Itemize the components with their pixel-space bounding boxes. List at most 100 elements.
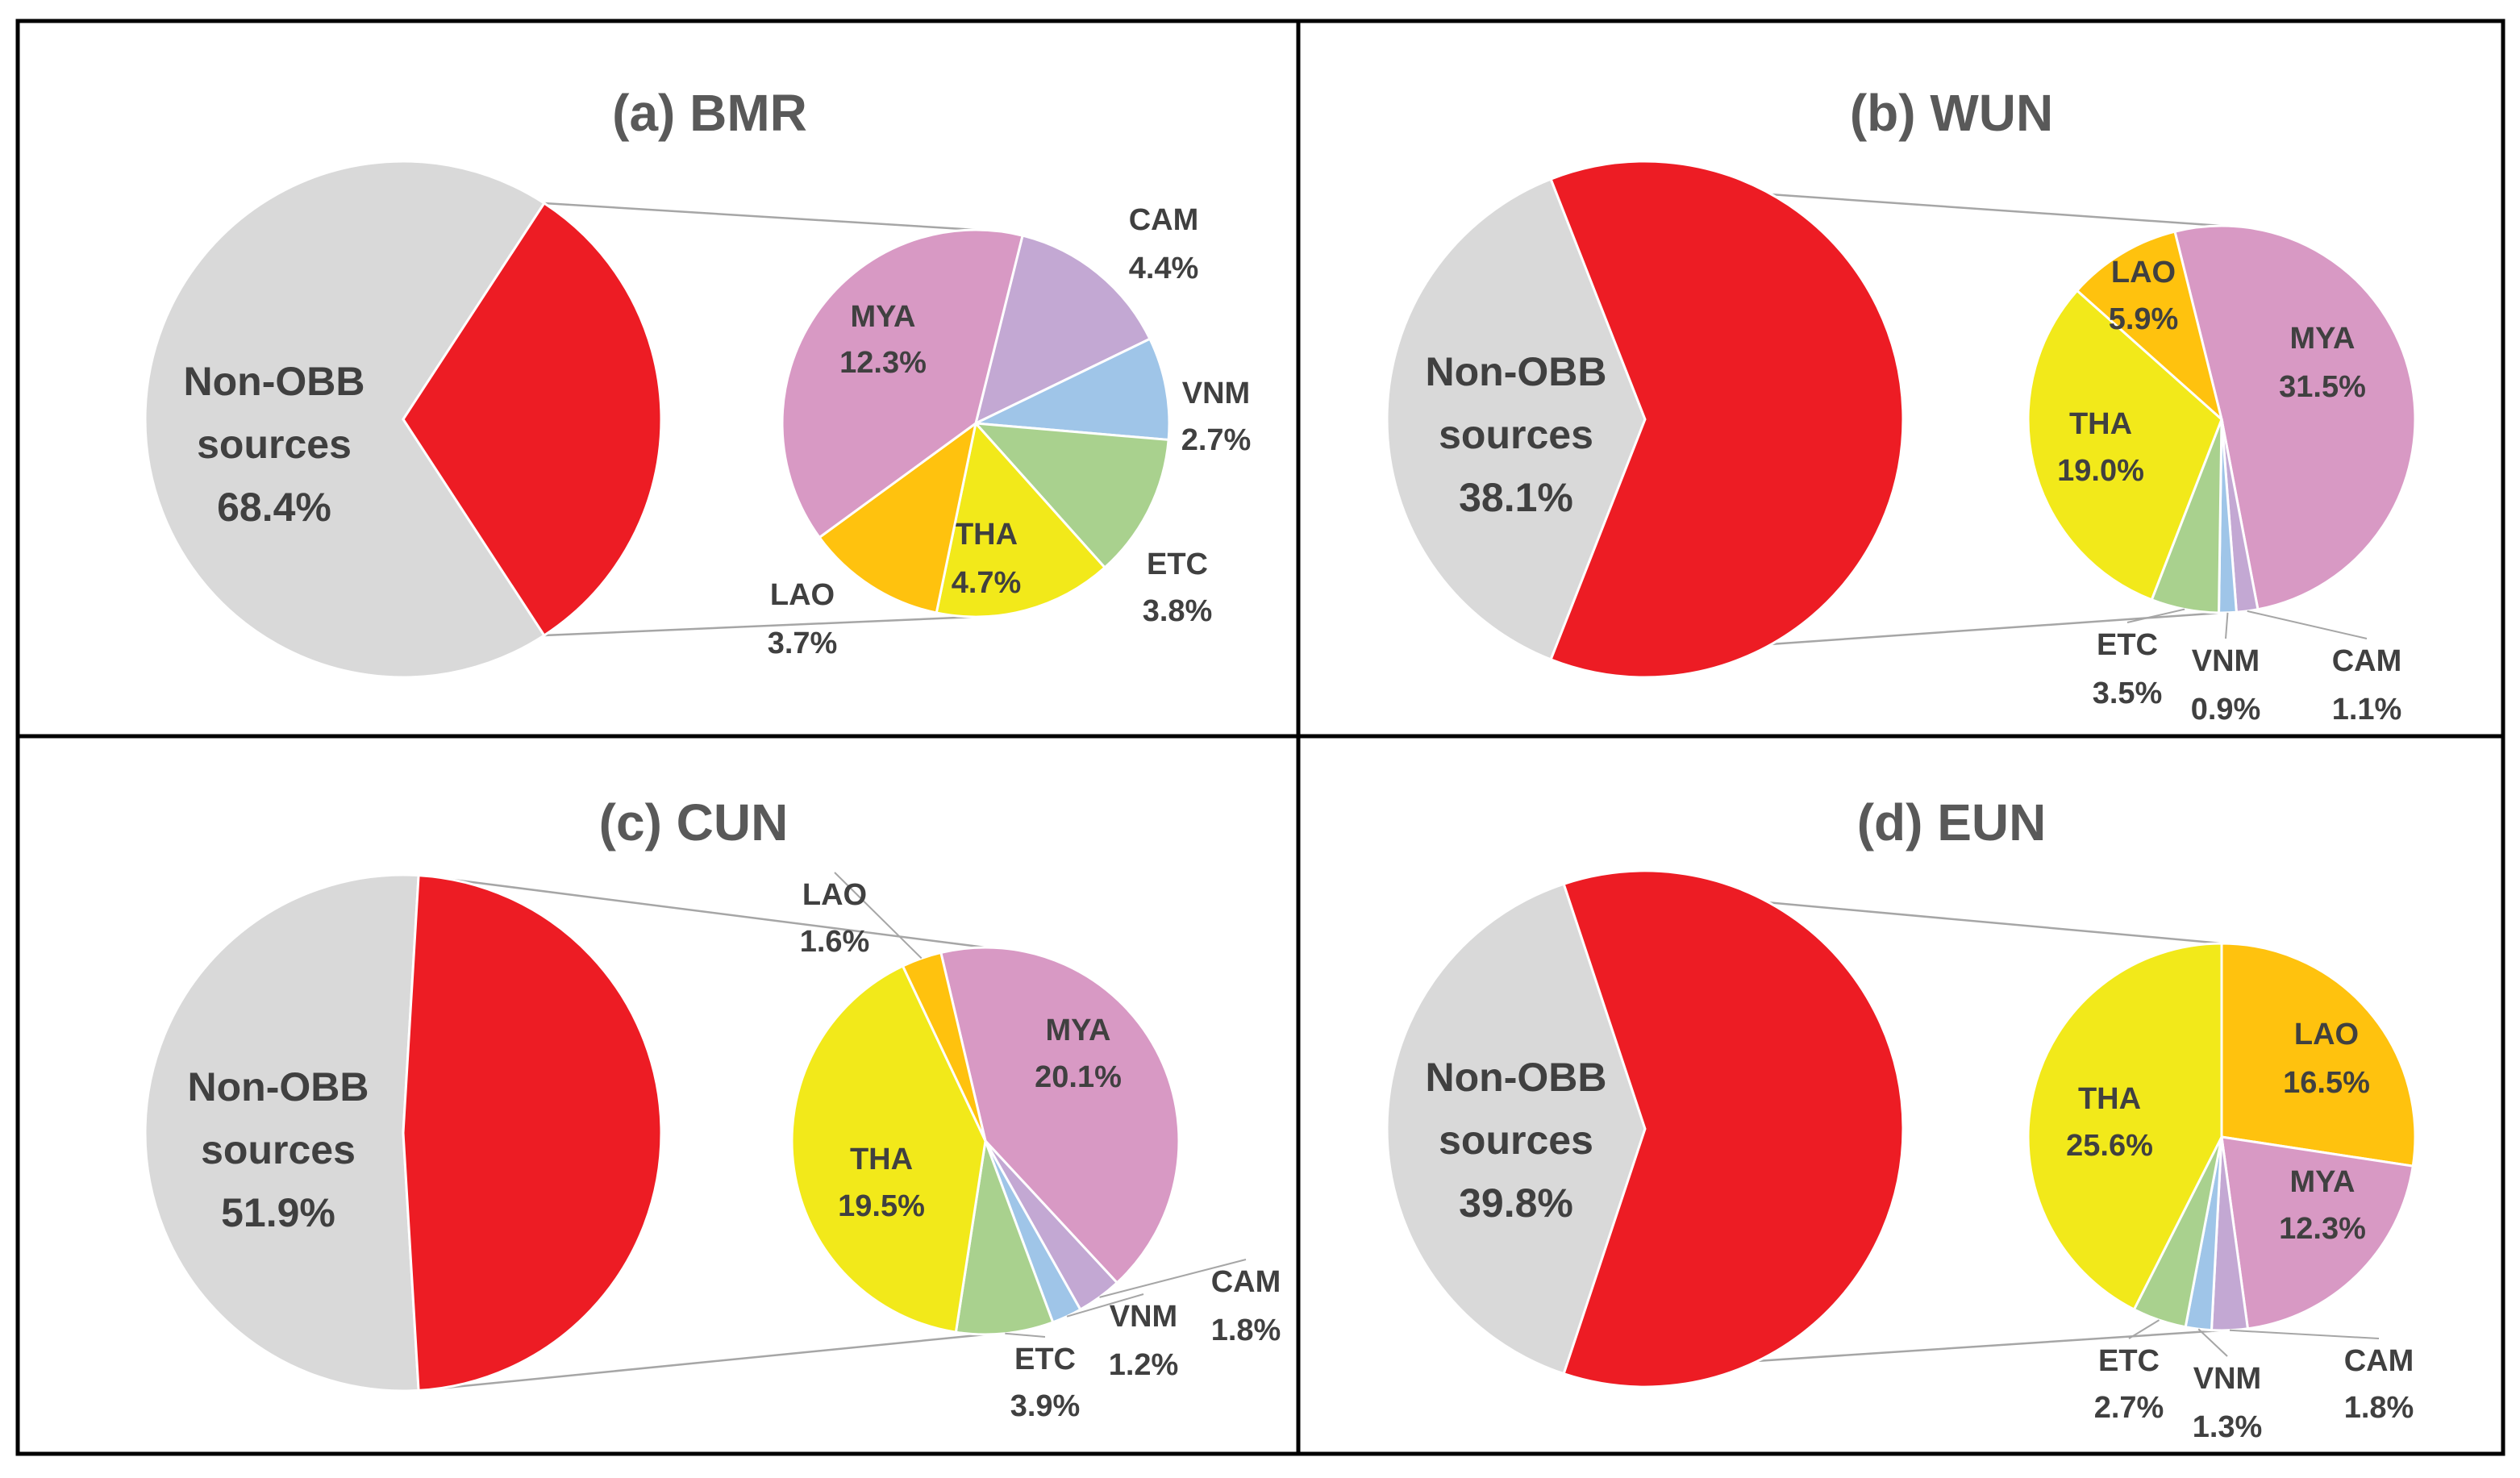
slice-name-vnm: VNM	[2192, 644, 2260, 678]
slice-obb-sources	[402, 873, 663, 1393]
slice-obb-sources	[1562, 869, 1905, 1388]
panel-bmr: (a) BMR Non-OBB sources 68.4% CAM 4.4% VNM 2.7…	[144, 84, 1252, 679]
slice-tha	[2026, 942, 2223, 1312]
connector-line-bottom	[544, 615, 977, 637]
slice-mya	[2173, 224, 2417, 611]
slice-name-etc: ETC	[1147, 547, 1208, 581]
slice-tha	[2026, 289, 2223, 602]
connector-line-top	[544, 202, 977, 231]
slice-non-obb-sources	[144, 873, 420, 1393]
leader-line-vnm	[2197, 1328, 2228, 1357]
leader-line-lao	[834, 872, 923, 960]
slice-percent-lao: 3.7%	[768, 627, 838, 660]
slice-tha	[790, 964, 987, 1334]
slice-percent-cam: 1.8%	[2344, 1391, 2414, 1425]
slice-lao	[2220, 942, 2417, 1168]
panel-title: (a) BMR	[612, 84, 807, 142]
slice-percent-lao: 1.6%	[800, 925, 870, 959]
slice-name-lao: LAO	[2111, 256, 2176, 289]
panel-title: (b) WUN	[1850, 84, 2053, 142]
slice-mya	[781, 228, 1024, 539]
leader-line-etc	[2128, 1319, 2160, 1339]
non-obb-label-line: Non-OBB	[1426, 1055, 1607, 1100]
slice-percent-etc: 3.9%	[1010, 1389, 1081, 1423]
slice-name-tha: THA	[850, 1143, 913, 1176]
slice-percent-mya: 12.3%	[839, 346, 927, 380]
slice-obb-sources	[1549, 160, 1905, 679]
non-obb-label-line: sources	[1439, 412, 1593, 457]
slice-cam	[973, 234, 1152, 426]
slice-percent-tha: 25.6%	[2066, 1129, 2153, 1163]
slice-percent-lao: 5.9%	[2109, 302, 2179, 336]
non-obb-label-line: sources	[1439, 1118, 1593, 1163]
slice-percent-vnm: 2.7%	[1181, 423, 1252, 457]
slice-percent-mya: 12.3%	[2279, 1212, 2366, 1246]
slice-name-cam: CAM	[2344, 1344, 2414, 1378]
leader-line-cam	[2247, 610, 2368, 639]
leader-line-etc	[1005, 1332, 1046, 1338]
panel-title: (c) CUN	[599, 793, 789, 851]
slice-percent-mya: 20.1%	[1035, 1060, 1122, 1094]
slice-percent-tha: 19.0%	[2057, 454, 2144, 488]
slice-mya	[939, 946, 1181, 1285]
slice-obb-sources	[402, 201, 663, 638]
slice-non-obb-sources	[144, 160, 546, 679]
slice-percent-lao: 16.5%	[2283, 1066, 2370, 1100]
slice-lao	[818, 420, 978, 614]
slice-name-mya: MYA	[1046, 1014, 1111, 1047]
leader-line-cam	[2229, 1329, 2380, 1339]
leader-line-etc	[2126, 608, 2185, 623]
non-obb-label-line: sources	[197, 422, 352, 467]
slice-percent-tha: 4.7%	[952, 566, 1022, 600]
slice-name-tha: THA	[2078, 1082, 2141, 1116]
non-obb-label-line: 68.4%	[217, 485, 331, 530]
slice-percent-cam: 1.1%	[2332, 693, 2402, 727]
panel-borders	[15, 19, 2505, 1456]
panel-wun: (b) WUN Non-OBB sources 38.1% MYA 31.5% CAM 1.…	[1385, 84, 2417, 727]
slice-percent-vnm: 0.9%	[2191, 693, 2261, 727]
slice-name-vnm: VNM	[1182, 377, 1250, 410]
slice-etc	[973, 422, 1170, 569]
slice-percent-etc: 3.8%	[1143, 594, 1213, 628]
slice-name-cam: CAM	[1211, 1265, 1281, 1299]
slice-percent-tha: 19.5%	[838, 1189, 925, 1223]
slice-tha	[935, 420, 1107, 618]
non-obb-label-line: Non-OBB	[1426, 349, 1607, 394]
leader-line-vnm	[2225, 612, 2229, 639]
slice-name-cam: CAM	[1129, 203, 1199, 237]
slice-name-lao: LAO	[770, 578, 835, 612]
slice-percent-cam: 4.4%	[1129, 252, 1199, 285]
slice-name-mya: MYA	[2290, 1165, 2355, 1199]
slice-name-vnm: VNM	[1110, 1300, 1177, 1334]
slice-name-lao: LAO	[2294, 1018, 2359, 1051]
slice-name-tha: THA	[2069, 407, 2132, 441]
slice-name-lao: LAO	[802, 878, 867, 912]
non-obb-label-line: 39.8%	[1459, 1180, 1573, 1226]
slice-mya	[2220, 1135, 2414, 1330]
slice-name-etc: ETC	[2097, 628, 2158, 662]
slice-percent-etc: 2.7%	[2094, 1391, 2164, 1425]
panel-title: (d) EUN	[1857, 793, 2047, 851]
slice-name-cam: CAM	[2332, 644, 2402, 678]
non-obb-label-line: Non-OBB	[184, 359, 365, 404]
slice-lao	[2075, 230, 2224, 423]
connector-line-bottom	[418, 1333, 986, 1392]
slice-name-tha: THA	[955, 518, 1018, 552]
non-obb-label-line: 51.9%	[221, 1190, 335, 1235]
slice-name-etc: ETC	[2098, 1344, 2160, 1378]
slice-percent-etc: 3.5%	[2093, 677, 2163, 710]
non-obb-label-line: Non-OBB	[188, 1064, 369, 1110]
slice-percent-vnm: 1.2%	[1109, 1348, 1179, 1382]
connector-line-top	[418, 874, 986, 949]
slice-non-obb-sources	[1385, 882, 1647, 1376]
panel-eun: (d) EUN Non-OBB sources 39.8% LAO 16.5% MYA 12…	[1385, 793, 2417, 1444]
slice-percent-mya: 31.5%	[2279, 370, 2366, 404]
leader-line-vnm	[1066, 1293, 1144, 1318]
slice-name-vnm: VNM	[2193, 1362, 2261, 1396]
slice-lao	[901, 951, 987, 1142]
slice-vnm	[971, 337, 1171, 442]
slice-name-mya: MYA	[851, 300, 916, 334]
slice-non-obb-sources	[1385, 177, 1647, 661]
non-obb-label-line: 38.1%	[1459, 475, 1573, 520]
